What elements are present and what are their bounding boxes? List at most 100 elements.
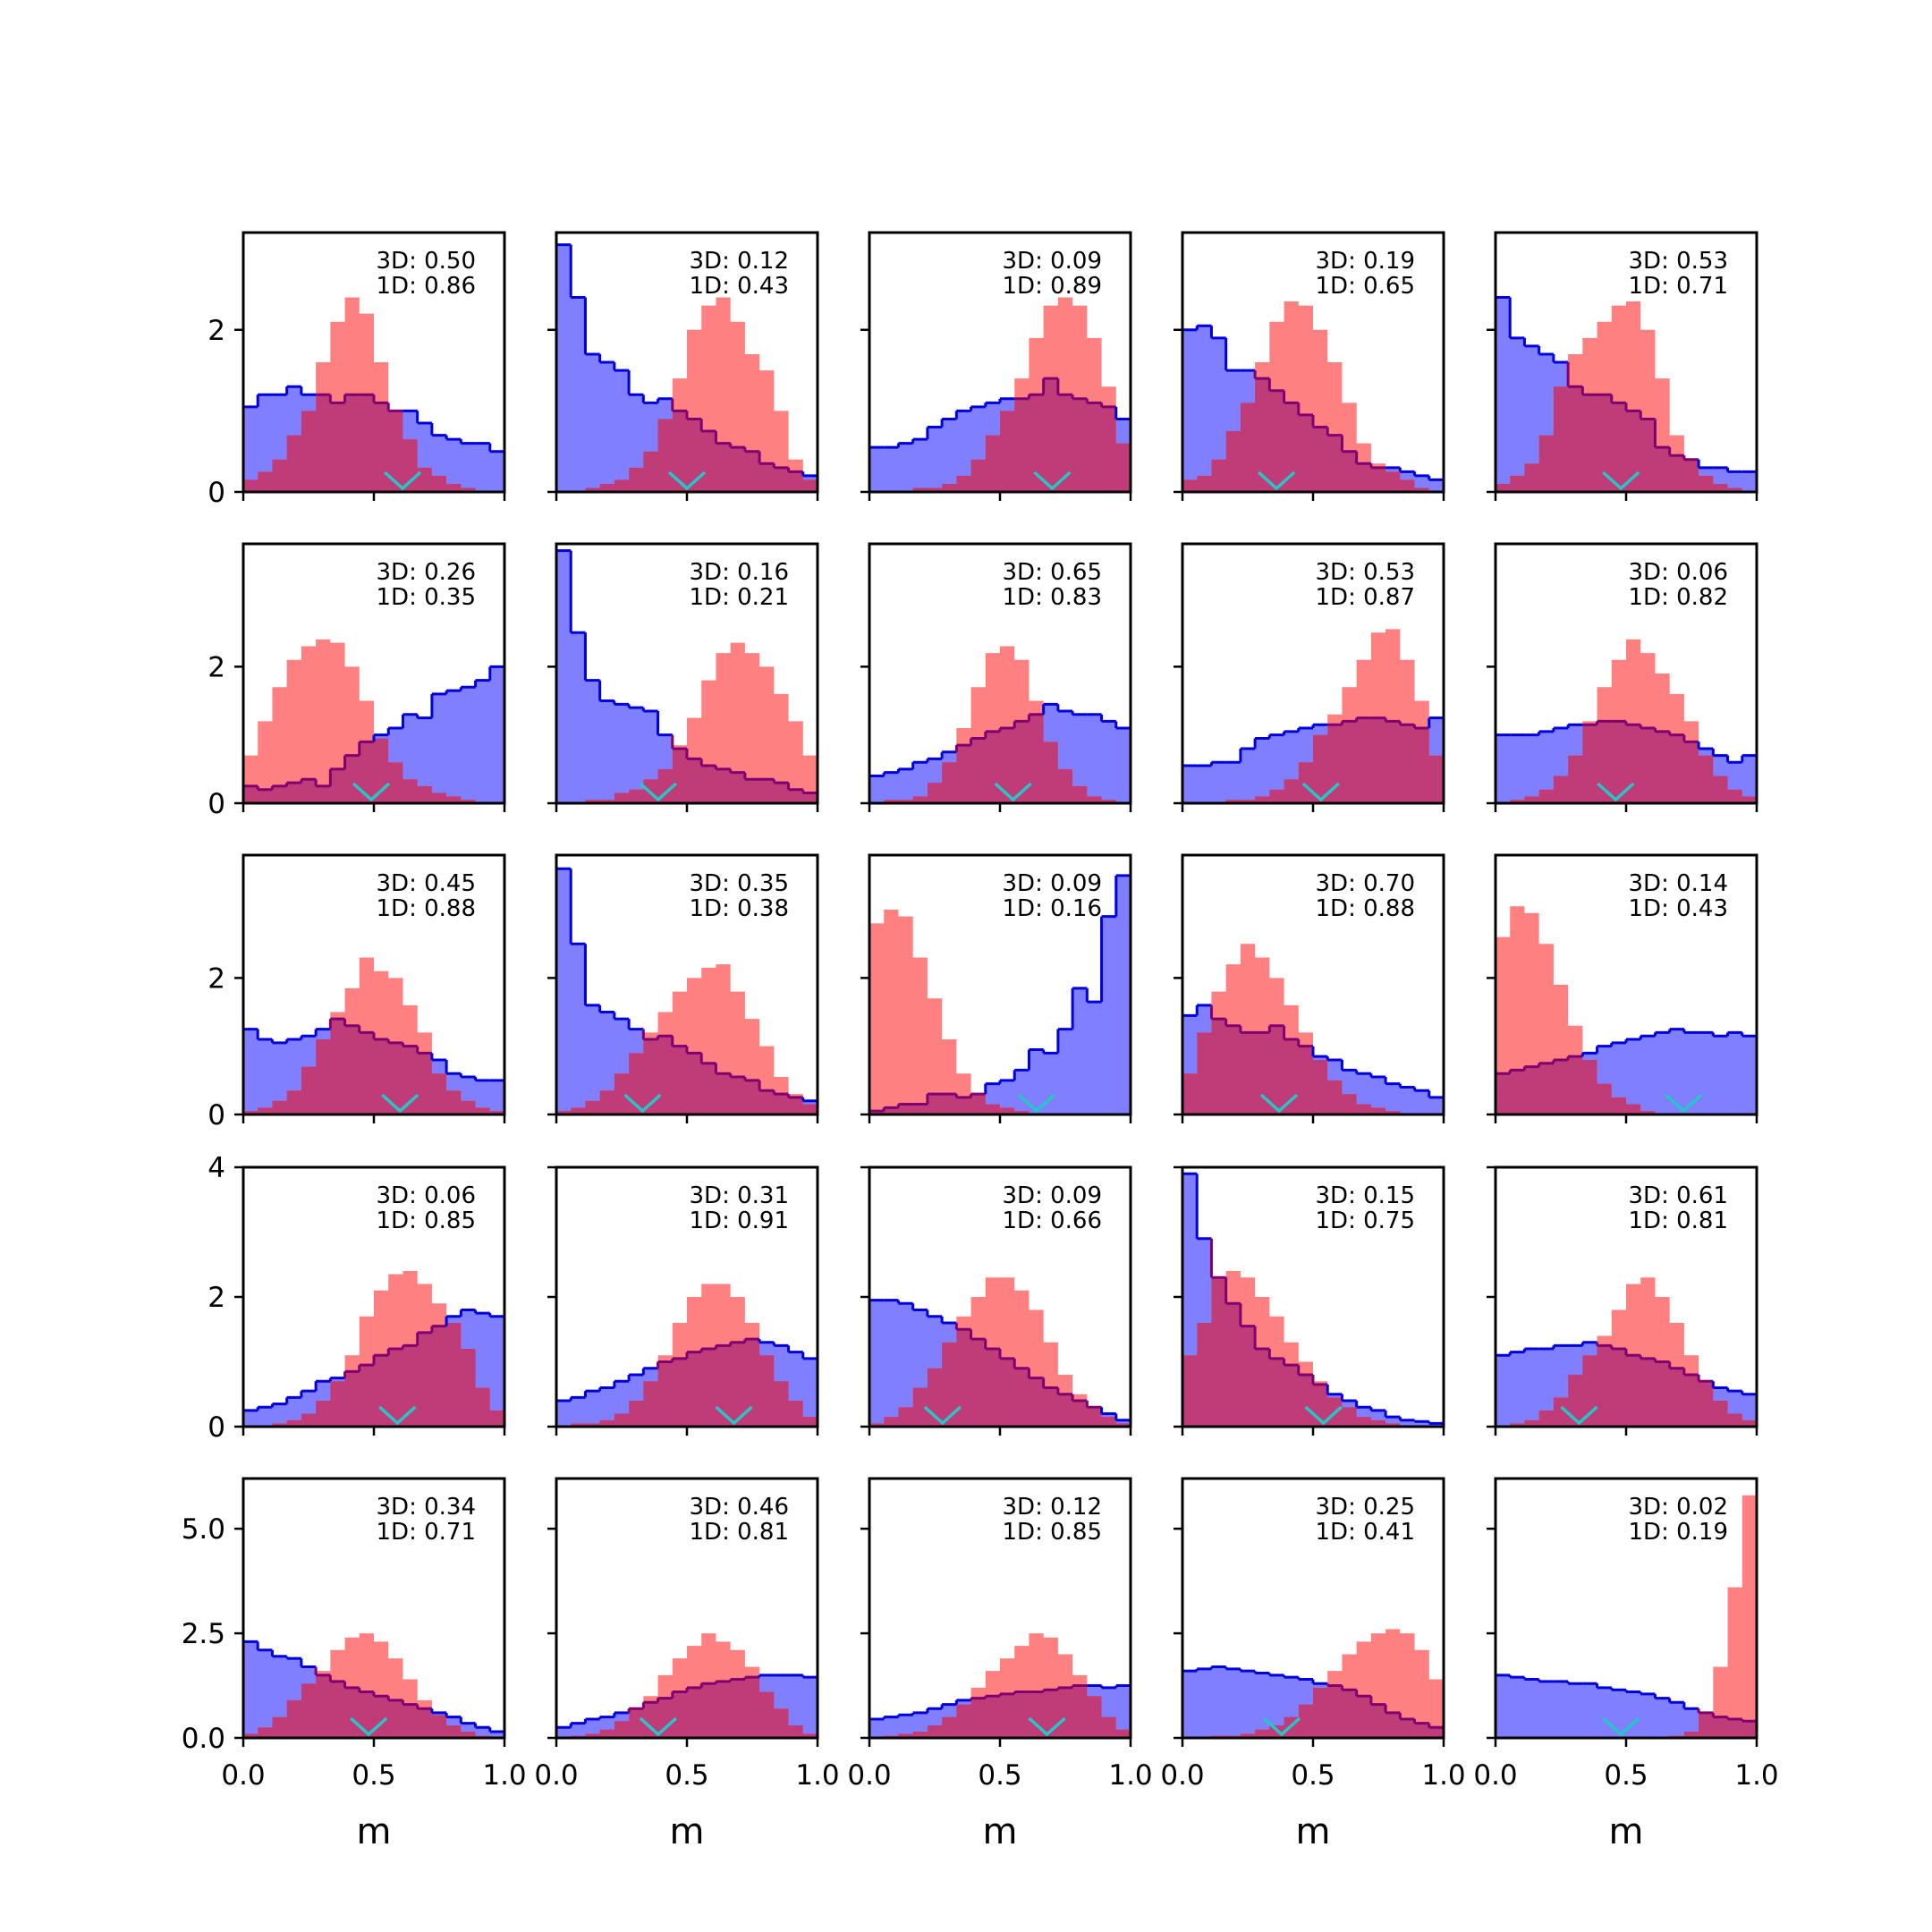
label-3d: 3D: 0.02: [1629, 1494, 1728, 1521]
marker-chevron: [1601, 1716, 1640, 1737]
label-3d: 3D: 0.31: [690, 1182, 789, 1209]
overlap-histogram: [869, 1685, 1131, 1738]
label-1d: 1D: 0.19: [1629, 1519, 1728, 1546]
label-1d: 1D: 0.21: [690, 584, 789, 611]
red-histogram: [556, 642, 818, 803]
blue-histogram: [556, 244, 818, 492]
x-axis-label: m: [357, 1811, 392, 1852]
blue-histogram: [556, 550, 818, 803]
x-tick-label: 0.0: [1160, 1759, 1204, 1792]
label-3d: 3D: 0.06: [377, 1182, 476, 1209]
marker-chevron: [352, 782, 391, 802]
overlap-histogram: [1182, 1019, 1444, 1114]
label-1d: 1D: 0.81: [1629, 1208, 1728, 1234]
label-1d: 1D: 0.71: [377, 1519, 476, 1546]
y-tick-label: 2: [208, 1282, 225, 1314]
label-1d: 1D: 0.87: [1316, 584, 1415, 611]
overlap-histogram: [1182, 378, 1444, 492]
overlap-histogram: [556, 748, 818, 803]
x-tick-label: 0.5: [1291, 1759, 1335, 1792]
label-3d: 3D: 0.06: [1629, 559, 1728, 586]
label-1d: 1D: 0.83: [1003, 584, 1102, 611]
overlap-histogram: [1182, 1277, 1444, 1427]
plot-area: [556, 867, 818, 1114]
blue-histogram: [1496, 1674, 1757, 1738]
marker-chevron: [1259, 1093, 1299, 1114]
blue-histogram: [869, 875, 1131, 1114]
y-tick-label: 5.0: [182, 1513, 225, 1546]
overlap-histogram: [869, 378, 1131, 492]
label-1d: 1D: 0.81: [690, 1519, 789, 1546]
x-tick-label: 0.5: [352, 1759, 395, 1792]
x-axis-label: m: [1296, 1811, 1331, 1852]
marker-chevron: [639, 1716, 678, 1737]
overlap-histogram: [869, 1329, 1131, 1427]
x-tick-label: 0.0: [847, 1759, 891, 1792]
marker-chevron: [994, 782, 1032, 802]
plot-area: [556, 1284, 818, 1427]
y-tick-label: 0: [208, 477, 225, 509]
marker-chevron: [378, 1405, 417, 1426]
marker-chevron: [349, 1716, 388, 1737]
label-1d: 1D: 0.41: [1316, 1519, 1415, 1546]
label-3d: 3D: 0.45: [377, 870, 476, 897]
marker-chevron: [1560, 1405, 1598, 1426]
label-3d: 3D: 0.09: [1003, 1182, 1102, 1209]
label-3d: 3D: 0.15: [1316, 1182, 1415, 1209]
marker-chevron: [1017, 1093, 1056, 1114]
label-3d: 3D: 0.12: [690, 248, 789, 275]
plot-area: [243, 297, 504, 492]
label-1d: 1D: 0.91: [690, 1208, 789, 1234]
y-tick-label: 4: [208, 1152, 225, 1184]
label-1d: 1D: 0.85: [377, 1208, 476, 1234]
plot-area: [869, 874, 1131, 1114]
label-1d: 1D: 0.71: [1629, 273, 1728, 300]
label-1d: 1D: 0.43: [690, 273, 789, 300]
label-1d: 1D: 0.43: [1629, 895, 1728, 922]
overlap-histogram: [556, 1036, 818, 1114]
plot-area: [556, 1633, 818, 1738]
label-1d: 1D: 0.89: [1003, 273, 1102, 300]
plot-area: [243, 1633, 504, 1738]
overlap-histogram: [1496, 1345, 1757, 1427]
blue-histogram: [556, 869, 818, 1114]
overlap-histogram: [243, 738, 504, 803]
plot-area: [1496, 1277, 1757, 1427]
label-3d: 3D: 0.19: [1316, 248, 1415, 275]
plot-area: [1182, 629, 1444, 803]
label-1d: 1D: 0.88: [1316, 895, 1415, 922]
plot-area: [869, 1277, 1131, 1427]
red-histogram: [556, 297, 818, 492]
plot-area: [1496, 296, 1757, 492]
marker-chevron: [639, 782, 678, 802]
x-tick-label: 1.0: [1108, 1759, 1152, 1792]
plot-area: [556, 549, 818, 803]
marker-chevron: [715, 1405, 753, 1426]
plot-area: [1182, 1172, 1444, 1427]
plot-area: [243, 639, 504, 803]
label-3d: 3D: 0.53: [1629, 248, 1728, 275]
marker-chevron: [1597, 782, 1635, 802]
overlap-histogram: [1496, 386, 1757, 492]
label-3d: 3D: 0.09: [1003, 248, 1102, 275]
overlap-histogram: [1496, 1056, 1757, 1114]
plot-area: [1496, 639, 1757, 803]
y-tick-label: 2: [208, 962, 225, 995]
label-3d: 3D: 0.26: [377, 559, 476, 586]
red-histogram: [869, 646, 1131, 803]
label-3d: 3D: 0.50: [377, 248, 476, 275]
marker-chevron: [623, 1093, 662, 1114]
y-tick-label: 0.0: [182, 1723, 225, 1755]
plot-area: [869, 1633, 1131, 1738]
